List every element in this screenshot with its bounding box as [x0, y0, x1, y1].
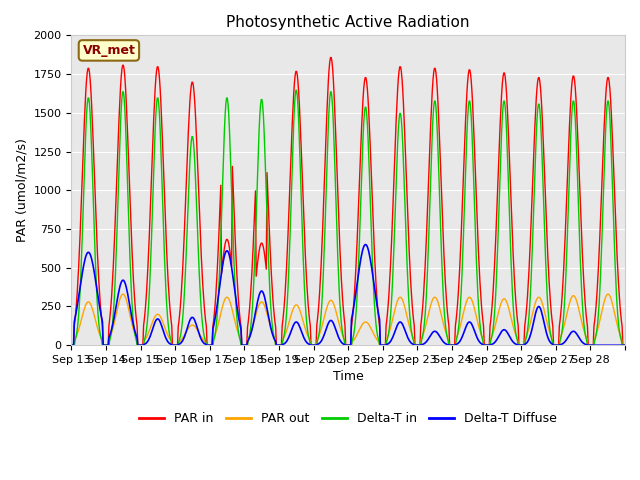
PAR in: [132, 317, 140, 323]
Line: Delta-T Diffuse: Delta-T Diffuse: [72, 245, 625, 345]
Delta-T Diffuse: [234, 312, 242, 317]
Delta-T in: [68, 342, 76, 348]
PAR in: [234, 293, 242, 299]
PAR out: [235, 332, 243, 338]
Delta-T Diffuse: [362, 242, 369, 248]
PAR out: [437, 311, 445, 316]
Text: VR_met: VR_met: [83, 44, 135, 57]
Line: Delta-T in: Delta-T in: [72, 90, 625, 345]
PAR out: [119, 291, 127, 297]
Delta-T Diffuse: [262, 299, 269, 304]
Delta-T in: [406, 314, 413, 320]
Delta-T in: [234, 327, 242, 333]
Title: Photosynthetic Active Radiation: Photosynthetic Active Radiation: [227, 15, 470, 30]
PAR in: [621, 342, 629, 348]
Delta-T in: [132, 337, 140, 343]
PAR in: [406, 264, 413, 270]
PAR in: [262, 260, 269, 265]
Delta-T in: [292, 87, 300, 93]
PAR in: [283, 265, 291, 271]
Line: PAR out: PAR out: [72, 294, 625, 345]
Delta-T Diffuse: [68, 342, 76, 348]
Line: PAR in: PAR in: [72, 58, 625, 345]
PAR out: [406, 325, 413, 331]
Delta-T Diffuse: [437, 336, 445, 341]
Delta-T in: [283, 311, 291, 317]
PAR out: [621, 342, 629, 348]
Delta-T Diffuse: [132, 333, 140, 339]
Legend: PAR in, PAR out, Delta-T in, Delta-T Diffuse: PAR in, PAR out, Delta-T in, Delta-T Dif…: [134, 407, 563, 430]
PAR in: [437, 175, 445, 180]
Delta-T in: [437, 236, 445, 242]
PAR out: [133, 342, 141, 348]
PAR out: [284, 326, 291, 332]
Delta-T Diffuse: [406, 338, 413, 344]
Delta-T Diffuse: [621, 342, 629, 348]
PAR out: [68, 342, 76, 348]
PAR out: [262, 308, 270, 314]
Delta-T in: [262, 168, 269, 174]
Y-axis label: PAR (umol/m2/s): PAR (umol/m2/s): [15, 138, 28, 242]
PAR in: [328, 55, 335, 60]
X-axis label: Time: Time: [333, 371, 364, 384]
Delta-T in: [621, 342, 629, 348]
Delta-T Diffuse: [283, 338, 291, 344]
PAR in: [68, 342, 76, 348]
